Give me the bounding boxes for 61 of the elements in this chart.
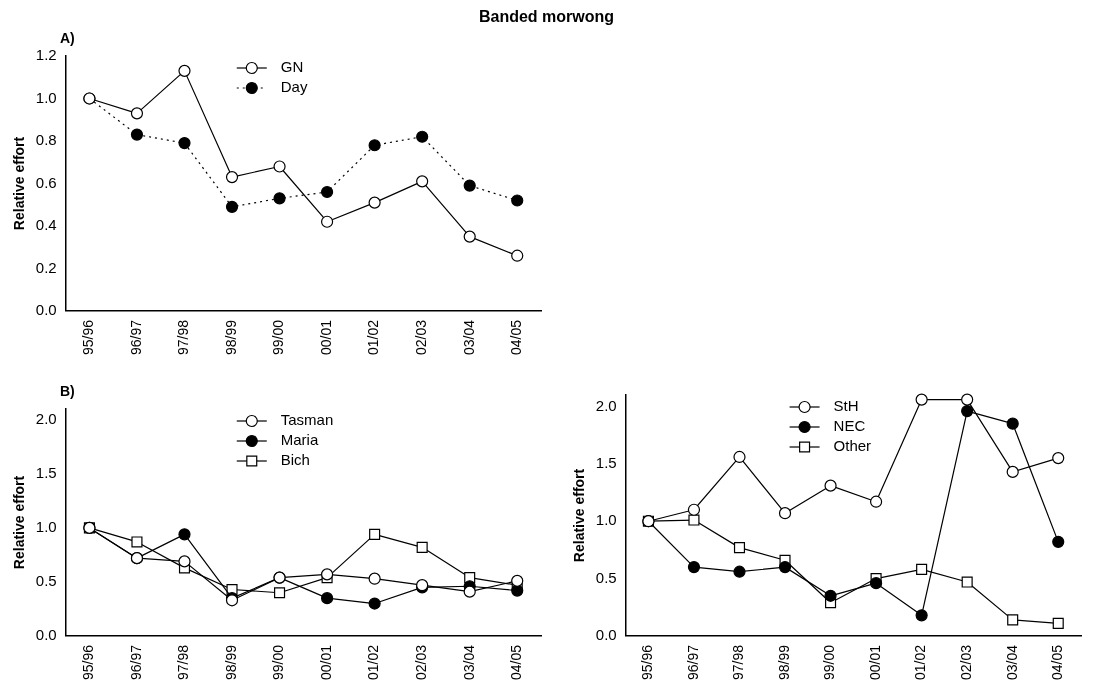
x-tick-label: 03/04 (460, 644, 477, 681)
y-tick-label: 1.2 (35, 46, 57, 64)
x-tick-label: 02/03 (413, 644, 430, 681)
x-tick-label: 96/97 (127, 319, 144, 356)
legend-label: Bich (280, 451, 310, 469)
legend-label: GN (280, 58, 304, 76)
y-tick-label: 0.2 (35, 258, 57, 276)
x-tick-label: 00/01 (866, 644, 883, 681)
x-tick-label: 99/00 (270, 319, 287, 356)
y-axis-title: Relative effort (571, 468, 588, 563)
y-axis-title: Relative effort (11, 475, 28, 570)
y-tick-label: 1.0 (595, 511, 617, 529)
x-tick-label: 97/98 (175, 319, 192, 356)
x-tick-label: 02/03 (413, 319, 430, 356)
y-tick-label: 0.6 (35, 173, 57, 191)
x-tick-label: 96/97 (684, 644, 701, 681)
x-tick-label: 98/99 (222, 644, 239, 681)
legend-label: Other (833, 437, 872, 455)
legend-label: Tasman (280, 411, 334, 429)
x-tick-label: 01/02 (365, 644, 382, 681)
y-axis-title: Relative effort (11, 136, 28, 231)
x-tick-label: 99/00 (821, 644, 838, 681)
legend-label: StH (833, 397, 859, 415)
legend-label: Day (280, 78, 308, 96)
x-tick-label: 00/01 (317, 319, 334, 356)
y-tick-label: 0.5 (35, 572, 57, 590)
y-tick-label: 0.8 (35, 131, 57, 149)
y-tick-label: 1.5 (35, 463, 57, 481)
chart-title: Banded morwong (477, 8, 616, 27)
y-tick-label: 0.0 (35, 301, 57, 319)
x-tick-label: 01/02 (912, 644, 929, 681)
x-tick-label: 97/98 (730, 644, 747, 681)
legend-label: NEC (833, 417, 866, 435)
y-tick-label: 0.0 (35, 626, 57, 644)
x-tick-label: 96/97 (127, 644, 144, 681)
y-tick-label: 1.5 (595, 453, 617, 471)
y-tick-label: 0.4 (35, 216, 57, 234)
y-tick-label: 2.0 (595, 396, 617, 414)
x-tick-label: 95/96 (80, 319, 97, 356)
text: B) (60, 382, 75, 399)
x-tick-label: 04/05 (1049, 644, 1066, 681)
x-tick-label: 97/98 (175, 644, 192, 681)
x-tick-label: 03/04 (1003, 644, 1020, 681)
x-tick-label: 95/96 (639, 644, 656, 681)
x-tick-label: 95/96 (80, 644, 97, 681)
x-tick-label: 04/05 (508, 644, 525, 681)
x-tick-label: 03/04 (460, 319, 477, 356)
text: A) (60, 29, 75, 46)
y-tick-label: 0.0 (595, 626, 617, 644)
x-tick-label: 99/00 (270, 644, 287, 681)
x-tick-label: 98/99 (222, 319, 239, 356)
x-tick-label: 02/03 (958, 644, 975, 681)
x-tick-label: 98/99 (775, 644, 792, 681)
x-tick-label: 04/05 (508, 319, 525, 356)
x-tick-label: 00/01 (317, 644, 334, 681)
y-tick-label: 1.0 (35, 88, 57, 106)
x-tick-label: 01/02 (365, 319, 382, 356)
y-tick-label: 1.0 (35, 518, 57, 536)
y-tick-label: 2.0 (35, 409, 57, 427)
y-tick-label: 0.5 (595, 568, 617, 586)
legend-label: Maria (280, 431, 319, 449)
